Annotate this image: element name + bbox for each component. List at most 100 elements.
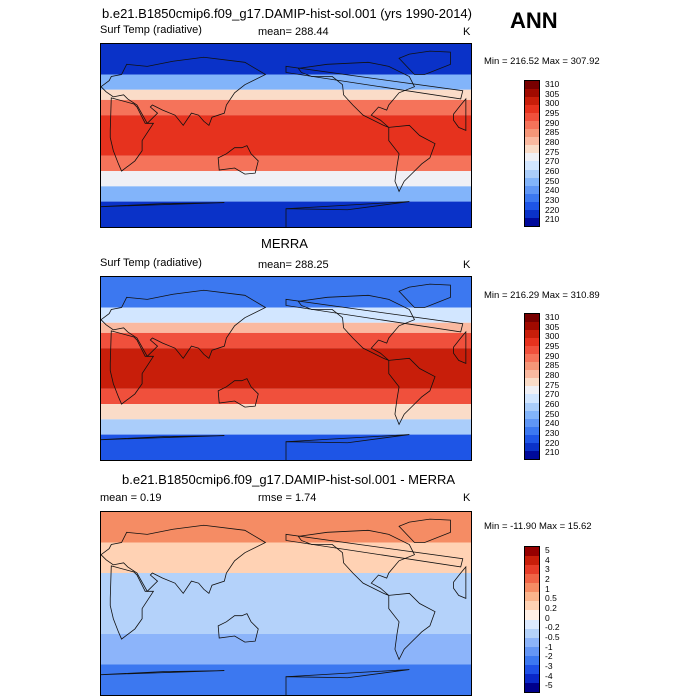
colorbar-tick-label: 230 — [545, 427, 560, 438]
coastline-africa — [109, 330, 155, 405]
colorbar-tick-label: 280 — [545, 136, 560, 147]
colorbar-swatch — [525, 362, 539, 371]
mean-label: mean= 288.25 — [258, 259, 329, 271]
colorbar-swatch — [525, 378, 539, 387]
colorbar-swatch — [525, 129, 539, 138]
field-band — [101, 89, 471, 100]
coastline-eurasia — [101, 289, 267, 360]
colorbar-swatch — [525, 354, 539, 363]
colorbar-swatch — [525, 201, 539, 210]
colorbar-swatch — [525, 402, 539, 411]
map-difference — [100, 511, 472, 696]
colorbar-tick-label: 220 — [545, 437, 560, 448]
colorbar — [524, 313, 540, 460]
minmax-label: Min = -11.90 Max = 15.62 — [484, 521, 592, 532]
colorbar-swatch — [525, 601, 539, 611]
colorbar-tick-label: -0.2 — [545, 622, 560, 633]
colorbar-swatch — [525, 418, 539, 427]
field-band — [101, 542, 471, 573]
colorbar-swatch — [525, 322, 539, 331]
colorbar-swatch — [525, 574, 539, 584]
colorbar-swatch — [525, 177, 539, 186]
colorbar-swatch — [525, 137, 539, 146]
colorbar-swatch — [525, 145, 539, 154]
colorbar-swatch — [525, 619, 539, 629]
colorbar-swatch — [525, 161, 539, 170]
coastline-greenland — [398, 50, 451, 75]
units-label: K — [463, 492, 471, 504]
coastline-south-america — [388, 124, 436, 193]
colorbar-swatch — [525, 105, 539, 114]
units-label: K — [463, 26, 471, 38]
colorbar-tick-label: 285 — [545, 360, 560, 371]
colorbar-tick-label: 240 — [545, 185, 560, 196]
colorbar-swatch — [525, 434, 539, 443]
colorbar-swatch — [525, 89, 539, 98]
colorbar-swatch — [525, 610, 539, 620]
coastline-greenland — [398, 283, 451, 308]
field-band — [101, 171, 471, 187]
field-band — [101, 115, 471, 156]
colorbar-swatch — [525, 113, 539, 122]
coastline-antarctica — [285, 669, 410, 695]
colorbar-tick-label: 260 — [545, 398, 560, 409]
colorbar-tick-label: 305 — [545, 88, 560, 99]
field-band — [101, 348, 471, 389]
coastline-south-america — [388, 592, 436, 661]
coastline-africa — [453, 330, 467, 365]
rmse-label: rmse = 1.74 — [258, 492, 317, 504]
colorbar-tick-label: 3 — [545, 564, 550, 575]
colorbar-tick-label: 305 — [545, 321, 560, 332]
field-band — [101, 573, 471, 634]
colorbar-swatch — [525, 81, 539, 90]
colorbar-tick-label: 290 — [545, 117, 560, 128]
panel-title: MERRA — [261, 236, 308, 251]
colorbar-swatch — [525, 386, 539, 395]
colorbar-tick-label: 0.5 — [545, 593, 557, 604]
colorbar-swatch — [525, 169, 539, 178]
coastline-antarctica — [101, 670, 225, 676]
stat-mean-label: mean = 0.19 — [100, 492, 162, 504]
colorbar-swatch — [525, 338, 539, 347]
colorbar-tick-label: 295 — [545, 340, 560, 351]
colorbar-tick-label: 210 — [545, 214, 560, 225]
units-label: K — [463, 259, 471, 271]
colorbar-swatch — [525, 673, 539, 683]
colorbar-swatch — [525, 185, 539, 194]
coastline-australia — [217, 378, 259, 408]
coastline-antarctica — [285, 434, 410, 460]
field-band — [101, 99, 471, 116]
map-model — [100, 43, 472, 228]
colorbar-swatch — [525, 209, 539, 218]
colorbar-swatch — [525, 330, 539, 339]
coastline-eurasia — [285, 533, 464, 568]
colorbar-tick-label: 310 — [545, 311, 560, 322]
colorbar-swatch — [525, 442, 539, 451]
colorbar-swatch — [525, 193, 539, 202]
colorbar-tick-label: 5 — [545, 544, 550, 555]
colorbar-swatch — [525, 547, 539, 557]
field-band — [101, 307, 471, 323]
colorbar-swatch — [525, 637, 539, 647]
colorbar-tick-label: 2 — [545, 573, 550, 584]
field-band — [101, 388, 471, 405]
coastline-africa — [109, 97, 155, 172]
coastline-africa — [453, 565, 467, 600]
coastline-eurasia — [101, 56, 267, 127]
colorbar-swatch — [525, 646, 539, 656]
coastline-antarctica — [285, 201, 410, 227]
colorbar-swatch — [525, 583, 539, 593]
colorbar-swatch — [525, 217, 539, 226]
coastline-eurasia — [285, 298, 464, 333]
colorbar-swatch — [525, 426, 539, 435]
colorbar-swatch — [525, 394, 539, 403]
colorbar-tick-label: 230 — [545, 194, 560, 205]
coastline-africa — [453, 97, 467, 132]
colorbar-swatch — [525, 153, 539, 162]
variable-label: Surf Temp (radiative) — [100, 24, 202, 36]
field-band — [101, 404, 471, 420]
colorbar-swatch — [525, 556, 539, 566]
colorbar-tick-label: 275 — [545, 146, 560, 157]
colorbar-tick-label: 300 — [545, 331, 560, 342]
colorbar-swatch — [525, 370, 539, 379]
